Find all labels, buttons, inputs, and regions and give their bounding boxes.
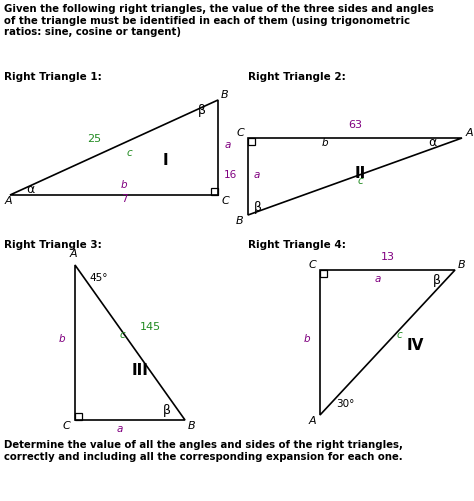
Text: 63: 63 <box>348 120 362 130</box>
Text: B: B <box>236 216 244 226</box>
Text: 45°: 45° <box>89 273 108 283</box>
Text: α: α <box>26 183 34 196</box>
Text: b: b <box>59 335 65 345</box>
Text: I: I <box>162 153 168 168</box>
Text: c: c <box>119 330 125 340</box>
Text: b: b <box>121 180 128 190</box>
Text: Right Triangle 2:: Right Triangle 2: <box>248 72 346 82</box>
Text: β: β <box>433 274 441 287</box>
Text: A: A <box>308 416 316 426</box>
Text: 16: 16 <box>223 170 237 180</box>
Text: c: c <box>397 330 402 340</box>
Text: Right Triangle 3:: Right Triangle 3: <box>4 240 102 250</box>
Text: 7: 7 <box>121 194 128 204</box>
Text: c: c <box>357 176 363 186</box>
Text: Determine the value of all the angles and sides of the right triangles,
correctl: Determine the value of all the angles an… <box>4 440 403 461</box>
Text: 25: 25 <box>87 133 101 143</box>
Text: A: A <box>4 196 12 206</box>
Text: c: c <box>126 147 132 157</box>
Text: A: A <box>69 249 77 259</box>
Text: a: a <box>117 424 123 434</box>
Text: Given the following right triangles, the value of the three sides and angles
of : Given the following right triangles, the… <box>4 4 434 37</box>
Text: B: B <box>188 421 196 431</box>
Text: β: β <box>198 104 206 117</box>
Text: C: C <box>236 128 244 138</box>
Text: B: B <box>458 260 466 270</box>
Text: Right Triangle 4:: Right Triangle 4: <box>248 240 346 250</box>
Text: 145: 145 <box>139 323 161 333</box>
Text: C: C <box>308 260 316 270</box>
Text: 13: 13 <box>381 252 394 262</box>
Text: IV: IV <box>406 338 424 353</box>
Text: a: a <box>254 170 260 180</box>
Text: β: β <box>254 201 262 214</box>
Text: Right Triangle 1:: Right Triangle 1: <box>4 72 102 82</box>
Text: C: C <box>62 421 70 431</box>
Text: II: II <box>355 166 365 181</box>
Text: β: β <box>163 404 171 417</box>
Text: A: A <box>465 128 473 138</box>
Text: b: b <box>304 335 310 345</box>
Text: a: a <box>374 274 381 284</box>
Text: III: III <box>132 363 148 378</box>
Text: α: α <box>428 136 436 149</box>
Text: b: b <box>322 138 328 148</box>
Text: C: C <box>221 196 229 206</box>
Text: B: B <box>221 90 229 100</box>
Text: a: a <box>225 139 231 149</box>
Text: 30°: 30° <box>336 399 355 409</box>
